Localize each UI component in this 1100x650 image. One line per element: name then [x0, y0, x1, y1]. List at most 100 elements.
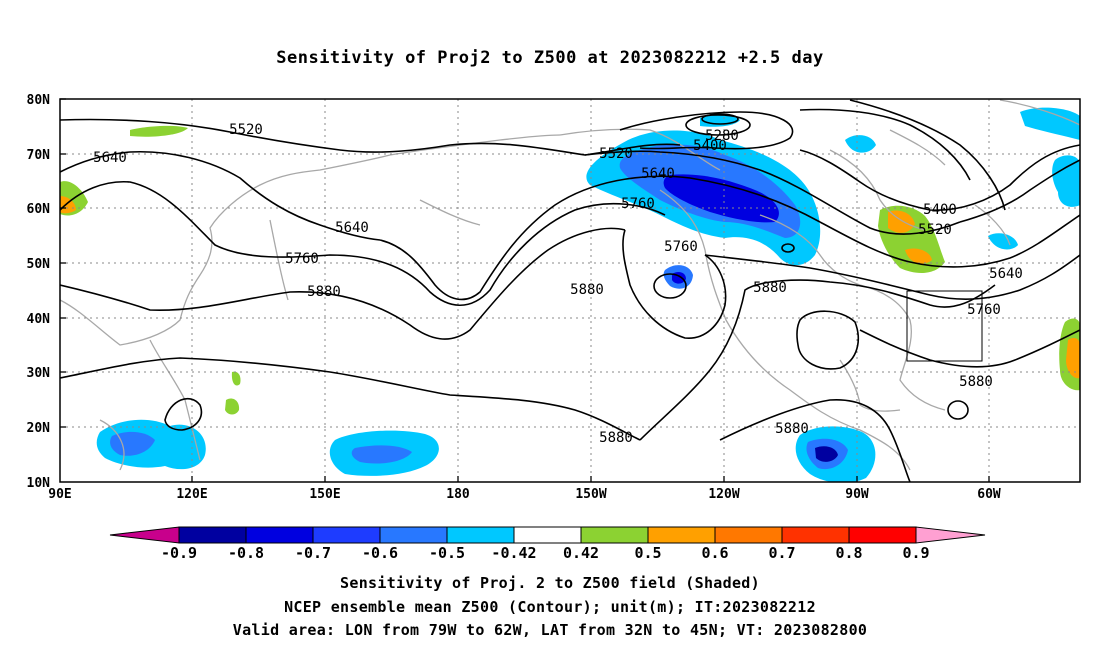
colorbar-swatch	[379, 526, 448, 544]
lat-label: 80N	[27, 93, 51, 108]
z500-contours	[60, 99, 1080, 482]
colorbar-swatch	[245, 526, 314, 544]
contour-low-pacific	[653, 273, 687, 299]
contour-5760-east	[704, 254, 1080, 300]
contour-high-atlantic	[947, 400, 969, 420]
negative-sensitivity-center	[663, 174, 779, 223]
contour-label: 5400	[693, 138, 727, 154]
colorbar-swatch	[446, 526, 515, 544]
lon-label: 90E	[48, 487, 71, 502]
contour-5640-east	[819, 214, 1080, 268]
contour-5760-pac	[60, 180, 666, 306]
lat-label: 60N	[27, 202, 51, 217]
contour-5880-gulf	[719, 399, 911, 482]
lat-label: 20N	[27, 421, 51, 436]
lon-label: 120W	[708, 487, 739, 502]
contour-5400-arctic	[849, 99, 1006, 211]
colorbar-label: -0.5	[429, 544, 465, 562]
lat-label: 40N	[27, 312, 51, 327]
colorbar-labels: -0.9 -0.8 -0.7 -0.6 -0.5 -0.42 0.42 0.5 …	[161, 544, 930, 562]
contour-5520-north	[60, 118, 681, 156]
contour-label: 5640	[335, 220, 369, 236]
negative-sensitivity-blob-north	[845, 135, 876, 153]
contour-label: 5760	[967, 302, 1001, 318]
colorbar-label: 0.7	[768, 544, 795, 562]
colorbar-swatch	[178, 526, 247, 544]
colorbar-high-triangle	[915, 526, 986, 544]
colorbar-label: 0.8	[835, 544, 862, 562]
contour-label: 5520	[918, 222, 952, 238]
contour-5520-east	[959, 159, 1080, 223]
contour-5640-midlat	[379, 175, 821, 301]
lon-label: 90W	[845, 487, 869, 502]
contour-label: 5400	[923, 202, 957, 218]
grid-lines	[60, 99, 1080, 482]
contour-inner-polar	[701, 113, 739, 125]
contour-label: 5520	[599, 146, 633, 162]
contour-label: 5880	[307, 284, 341, 300]
negative-sensitivity-central-america-center	[815, 446, 838, 462]
latitude-labels: 80N 70N 60N 50N 40N 30N 20N 10N	[27, 93, 51, 491]
colorbar-swatch	[848, 526, 917, 544]
colorbar-label: 0.5	[634, 544, 661, 562]
contour-label: 5280	[705, 128, 739, 144]
lon-label: 150W	[575, 487, 606, 502]
contour-label: 5520	[229, 122, 263, 138]
contour-5880-trop	[60, 357, 641, 441]
colorbar-swatch	[513, 526, 582, 544]
colorbar-label: -0.6	[362, 544, 398, 562]
lat-label: 50N	[27, 257, 51, 272]
colorbar-label: 0.9	[902, 544, 929, 562]
positive-sensitivity-arctic	[130, 125, 188, 137]
contour-5280-arctic	[799, 108, 971, 181]
contour-label: 5880	[959, 374, 993, 390]
negative-sensitivity-scs-core	[110, 431, 155, 456]
lon-label: 60W	[977, 487, 1001, 502]
contour-5640-north	[60, 150, 381, 241]
colorbar-swatch	[647, 526, 716, 544]
lon-label: 120E	[176, 487, 207, 502]
positive-sensitivity-atlantic-canada-core-south	[905, 248, 932, 264]
contour-label: 5640	[93, 150, 127, 166]
contour-label: 5640	[641, 166, 675, 182]
contour-5880-ridge	[639, 279, 996, 441]
contour-label: 5640	[989, 266, 1023, 282]
colorbar-swatch	[714, 526, 783, 544]
contour-5880-east	[859, 329, 1080, 368]
map-frame	[59, 98, 1081, 483]
contour-5400-east	[799, 144, 1080, 211]
negative-sensitivity-atlantic-ne	[1020, 107, 1080, 140]
lat-label: 30N	[27, 366, 51, 381]
map-title: Sensitivity of Proj2 to Z500 at 20230822…	[276, 48, 824, 68]
colorbar-label: 0.42	[563, 544, 599, 562]
contour-high-us	[796, 310, 859, 370]
axis-ticks	[60, 98, 990, 482]
longitude-labels: 90E 120E 150E 180 150W 120W 90W 60W	[48, 487, 1001, 502]
contour-5880-pac	[60, 227, 626, 340]
contour-5520-midlat	[584, 150, 961, 235]
lon-label: 150E	[309, 487, 340, 502]
lon-label: 180	[446, 487, 470, 502]
contour-label: 5880	[570, 282, 604, 298]
contour-labels: 5520 5640 5520 5400 5280 5640 5760 5640 …	[93, 122, 1023, 446]
colorbar-label: -0.7	[295, 544, 331, 562]
lat-label: 70N	[27, 148, 51, 163]
contour-label: 5760	[285, 251, 319, 267]
colorbar-swatch	[580, 526, 649, 544]
footer-line-valid-area: Valid area: LON from 79W to 62W, LAT fro…	[232, 621, 868, 639]
contour-5280-polar	[685, 114, 751, 136]
colorbar-label: -0.8	[228, 544, 264, 562]
colorbar-swatch	[312, 526, 381, 544]
colorbar-low-triangle	[109, 526, 180, 544]
negative-sensitivity-atlantic-e	[1052, 155, 1080, 207]
valid-area-box	[906, 290, 983, 362]
positive-sensitivity-europe-core	[60, 196, 76, 214]
footer-line-shaded: Sensitivity of Proj. 2 to Z500 field (Sh…	[340, 574, 760, 592]
positive-sensitivity-taiwan	[231, 371, 241, 386]
colorbar-label: 0.6	[701, 544, 728, 562]
colorbar-label: -0.9	[161, 544, 197, 562]
colorbar	[109, 526, 986, 544]
contour-label: 5880	[753, 280, 787, 296]
positive-sensitivity-philippines	[225, 398, 240, 415]
